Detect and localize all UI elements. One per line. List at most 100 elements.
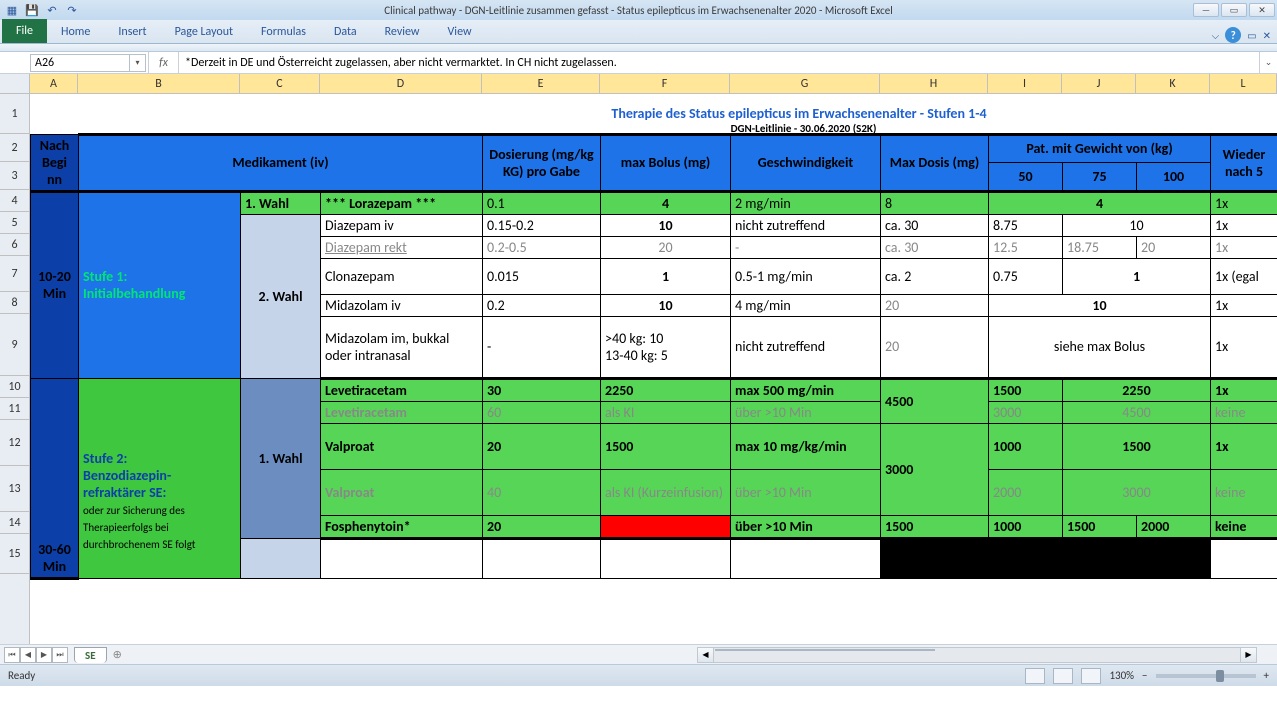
fx-icon[interactable]: fx [149,52,179,73]
col-header-F[interactable]: F [600,74,730,93]
file-tab[interactable]: File [2,19,47,43]
col-header-C[interactable]: C [240,74,320,93]
r12-w75: 1500 [1063,423,1211,469]
view-layout-icon[interactable] [1053,668,1073,684]
r14-drug: Fosphenytoin* [321,515,483,538]
row-header-3[interactable]: 3 [0,162,29,190]
view-pagebreak-icon[interactable] [1081,668,1101,684]
tab-view[interactable]: View [434,21,486,43]
col-header-G[interactable]: G [730,74,880,93]
tab-formulas[interactable]: Formulas [247,21,320,43]
tab-insert[interactable]: Insert [104,21,160,43]
name-box[interactable] [30,54,130,72]
redo-icon[interactable]: ↷ [64,2,80,18]
tab-nav-first[interactable]: ⏮ [4,647,20,663]
stage1-wahl1: 1. Wahl [241,191,321,214]
r10-w75: 2250 [1063,378,1211,401]
col-header-A[interactable]: A [30,74,78,93]
row-header-10[interactable]: 10 [0,376,29,398]
window-close-doc-icon[interactable]: ✕ [1263,29,1271,42]
stage2-time: 30-60 Min [31,378,79,578]
r7-drug: Clonazepam [321,258,483,294]
sheet-tab-se[interactable]: SE [74,647,107,663]
zoom-in-icon[interactable]: + [1264,669,1269,682]
tab-review[interactable]: Review [371,21,434,43]
row-header-11[interactable]: 11 [0,398,29,420]
r5-w50: 8.75 [989,214,1063,236]
col-header-H[interactable]: H [880,74,988,93]
name-box-dropdown[interactable]: ▾ [130,54,146,72]
column-headers[interactable]: ABCDEFGHIJKL [30,74,1277,94]
r12-speed: max 10 mg/kg/min [731,423,881,469]
row-header-13[interactable]: 13 [0,466,29,512]
tab-nav-next[interactable]: ▶ [36,647,52,663]
r6-dose: 0.2-0.5 [483,236,601,258]
hdr-w75: 75 [1063,163,1137,192]
row-header-15[interactable]: 15 [0,534,29,574]
tab-data[interactable]: Data [320,21,371,43]
tab-page-layout[interactable]: Page Layout [161,21,247,43]
maximize-button[interactable]: ▭ [1221,3,1247,17]
horizontal-scrollbar[interactable]: ◀ ▶ [697,647,1257,663]
formula-expand-icon[interactable]: ⌄ [1259,52,1277,73]
hscroll-left[interactable]: ◀ [698,648,714,662]
help-icon[interactable]: ? [1225,27,1241,43]
row-header-9[interactable]: 9 [0,314,29,376]
r9-wied: 1x [1211,316,1277,378]
row-header-12[interactable]: 12 [0,420,29,466]
col-header-B[interactable]: B [78,74,240,93]
col-header-D[interactable]: D [320,74,482,93]
minimize-button[interactable]: — [1193,3,1219,17]
col-header-L[interactable]: L [1210,74,1277,93]
r15-i [989,538,1063,578]
col-header-K[interactable]: K [1136,74,1210,93]
undo-icon[interactable]: ↶ [44,2,60,18]
row-header-4[interactable]: 4 [0,190,29,212]
save-icon[interactable]: 💾 [24,2,40,18]
formula-input[interactable] [179,54,1259,72]
ribbon-minimize-icon[interactable]: ⌵ [1212,29,1220,42]
view-normal-icon[interactable] [1025,668,1045,684]
tab-home[interactable]: Home [47,21,104,43]
col-header-I[interactable]: I [988,74,1062,93]
r10-w50: 1500 [989,378,1063,401]
cells-area[interactable]: Therapie des Status epilepticus im Erwac… [30,94,1277,644]
hscroll-right[interactable]: ▶ [1240,648,1256,662]
worksheet-grid[interactable]: ABCDEFGHIJKL 123456789101112131415 Thera… [0,74,1277,644]
row-headers[interactable]: 123456789101112131415 [0,94,30,644]
r4-wied: 1x [1211,191,1277,214]
r15-h [881,538,989,578]
r13-w75: 3000 [1063,469,1211,515]
tab-nav-prev[interactable]: ◀ [20,647,36,663]
zoom-slider[interactable] [1156,674,1256,678]
r6-w100: 20 [1137,236,1211,258]
r15-j [1063,538,1137,578]
tab-nav-last[interactable]: ⏭ [52,647,68,663]
r15-wahl [241,538,321,578]
row-header-6[interactable]: 6 [0,234,29,256]
r7-wied: 1x (egal [1211,258,1277,294]
r9-drug: Midazolam im, bukkal oder intranasal [321,316,483,378]
row-header-7[interactable]: 7 [0,256,29,292]
r9-speed: nicht zutreffend [731,316,881,378]
hscroll-thumb[interactable] [715,649,935,651]
window-restore-icon[interactable]: ▭ [1247,29,1256,42]
row-header-14[interactable]: 14 [0,512,29,534]
subtitle: DGN-Leitlinie - 30.06.2020 (S2K) [330,122,1277,135]
row-header-1[interactable]: 1 [0,94,29,134]
zoom-out-icon[interactable]: − [1142,669,1147,682]
r6-w50: 12.5 [989,236,1063,258]
new-sheet-icon[interactable]: ⊕ [113,648,122,661]
row-header-8[interactable]: 8 [0,292,29,314]
r5-mdose: ca. 30 [881,214,989,236]
close-button[interactable]: ✕ [1249,3,1275,17]
select-all-corner[interactable] [0,74,30,94]
col-header-J[interactable]: J [1062,74,1136,93]
row-header-2[interactable]: 2 [0,134,29,162]
col-header-E[interactable]: E [482,74,600,93]
row-header-5[interactable]: 5 [0,212,29,234]
r8-dose: 0.2 [483,294,601,316]
hdr-med: Medikament (iv) [79,134,483,191]
r5-wied: 1x [1211,214,1277,236]
window-controls: — ▭ ✕ [1193,3,1277,17]
